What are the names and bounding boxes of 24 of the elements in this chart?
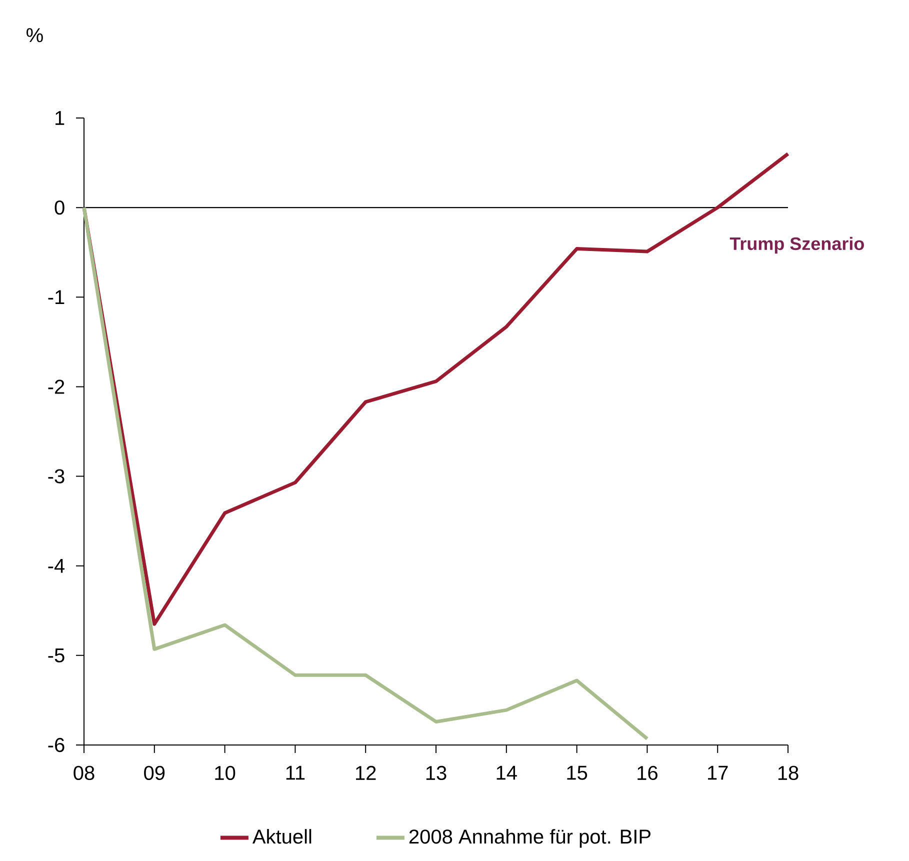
x-tick-label: 13 [426,766,446,780]
y-tick-label: -1 [48,290,64,304]
y-tick-label: -5 [48,648,64,662]
y-tick-label: -6 [48,738,64,752]
x-tick-label: 11 [286,766,305,780]
x-tick-label: 10 [215,766,236,780]
x-tick-label: 18 [778,766,798,780]
y-tick-label: 0 [54,200,64,215]
x-tick-label: 09 [144,766,165,780]
x-tick-label: 17 [708,766,728,780]
y-tick-label: 1 [56,111,64,125]
y-tick-label: -2 [48,380,64,394]
legend-label: Aktuell [252,829,312,844]
y-tick-label: -4 [48,558,65,573]
legend-label: 2008 Annahme für pot. BIP [409,829,650,848]
y-tick-label: -3 [48,469,64,484]
x-tick-label: 14 [496,766,517,780]
line-series [82,206,649,740]
x-tick-label: 15 [567,766,588,780]
y-axis-title: % [26,28,43,42]
annotation: Trump Szenario [730,236,864,254]
x-tick-label: 12 [356,766,376,780]
x-tick-label: 08 [74,766,94,780]
x-tick-label: 16 [638,766,658,780]
